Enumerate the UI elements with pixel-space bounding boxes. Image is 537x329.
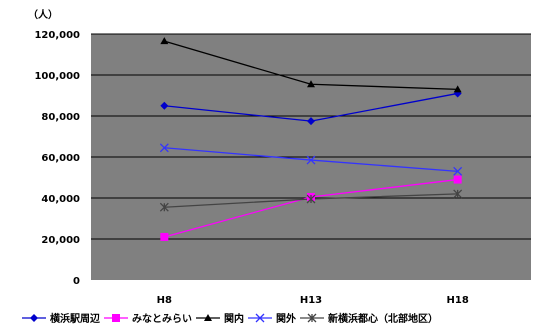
data-point [307, 80, 315, 88]
x-tick-label: H18 [447, 295, 469, 306]
series-markers [159, 37, 463, 241]
data-point [160, 101, 169, 110]
data-point [453, 175, 462, 184]
y-tick-label: 0 [73, 276, 80, 287]
data-point [159, 143, 169, 153]
data-point [159, 202, 169, 212]
x-tick-label: H8 [157, 295, 172, 306]
legend-label: 横浜駅周辺 [50, 312, 100, 325]
legend-label: みなとみらい [132, 313, 192, 325]
x-axis-ticks: H8 H13 H18 [157, 295, 469, 306]
data-point [453, 189, 463, 199]
legend-label: 新横浜都心（北部地区） [328, 312, 438, 325]
data-point [306, 155, 316, 165]
y-tick-label: 20,000 [41, 235, 80, 246]
legend-label: 関内 [224, 312, 244, 325]
y-tick-label: 120,000 [34, 30, 80, 41]
x-tick-label: H13 [300, 295, 322, 306]
data-point [453, 166, 463, 176]
y-axis-label: （人） [28, 8, 58, 21]
y-axis-ticks: 0 20,000 40,000 60,000 80,000 100,000 120,000 [34, 30, 80, 287]
data-point [204, 314, 212, 321]
data-point [112, 314, 120, 322]
legend: 横浜駅周辺 みなとみらい 関内 関外 新横浜都心（北部地区） [22, 312, 438, 325]
data-point [160, 232, 169, 241]
y-tick-label: 80,000 [41, 112, 80, 123]
data-point [255, 313, 265, 323]
data-point [307, 117, 315, 126]
legend-label: 関外 [276, 312, 296, 325]
y-tick-label: 40,000 [41, 194, 80, 205]
data-point [306, 194, 316, 204]
y-tick-label: 100,000 [34, 71, 80, 82]
data-point [307, 313, 317, 323]
data-point [30, 314, 38, 322]
data-point [453, 85, 462, 93]
data-point [160, 37, 169, 45]
y-tick-label: 60,000 [41, 153, 80, 164]
